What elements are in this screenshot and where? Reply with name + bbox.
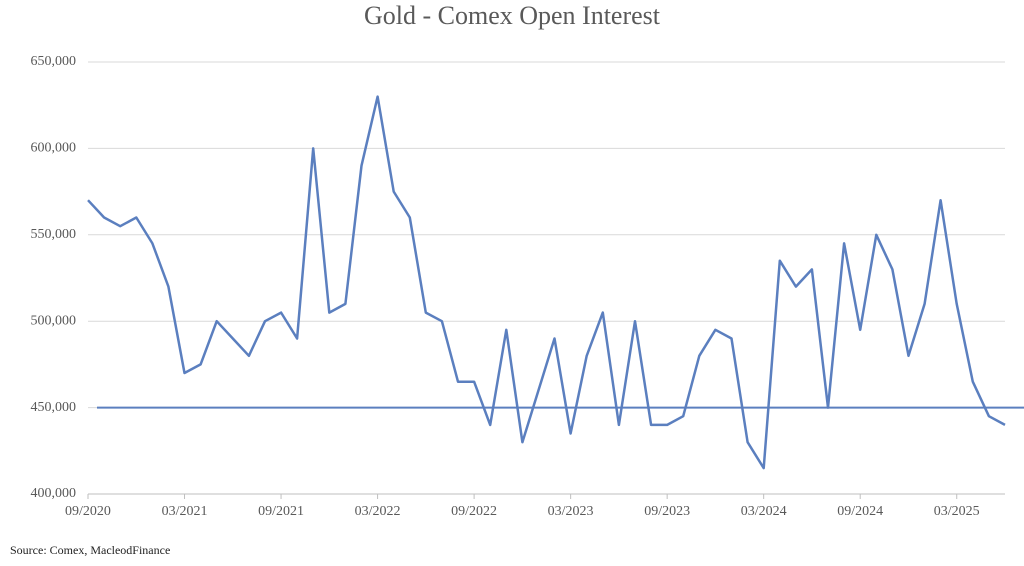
x-tick-label: 09/2021 — [258, 504, 304, 519]
x-tick-label: 09/2020 — [65, 504, 111, 519]
y-tick-label: 500,000 — [31, 313, 77, 328]
y-tick-label: 650,000 — [31, 54, 77, 69]
x-tick-label: 03/2025 — [934, 504, 980, 519]
x-tick-label: 03/2024 — [741, 504, 787, 519]
x-tick-label: 03/2022 — [355, 504, 401, 519]
x-tick-label: 03/2023 — [548, 504, 594, 519]
y-tick-label: 600,000 — [31, 141, 77, 156]
chart-title: Gold - Comex Open Interest — [364, 1, 661, 30]
y-tick-label: 550,000 — [31, 227, 77, 242]
x-tick-label: 09/2022 — [451, 504, 497, 519]
data-line — [87, 95, 1006, 470]
x-tick-label: 03/2021 — [162, 504, 208, 519]
x-tick-label: 09/2024 — [837, 504, 883, 519]
y-tick-label: 450,000 — [31, 400, 77, 415]
x-tick-label: 09/2023 — [644, 504, 690, 519]
source-note: Source: Comex, MacleodFinance — [10, 543, 170, 557]
y-tick-label: 400,000 — [31, 486, 77, 501]
